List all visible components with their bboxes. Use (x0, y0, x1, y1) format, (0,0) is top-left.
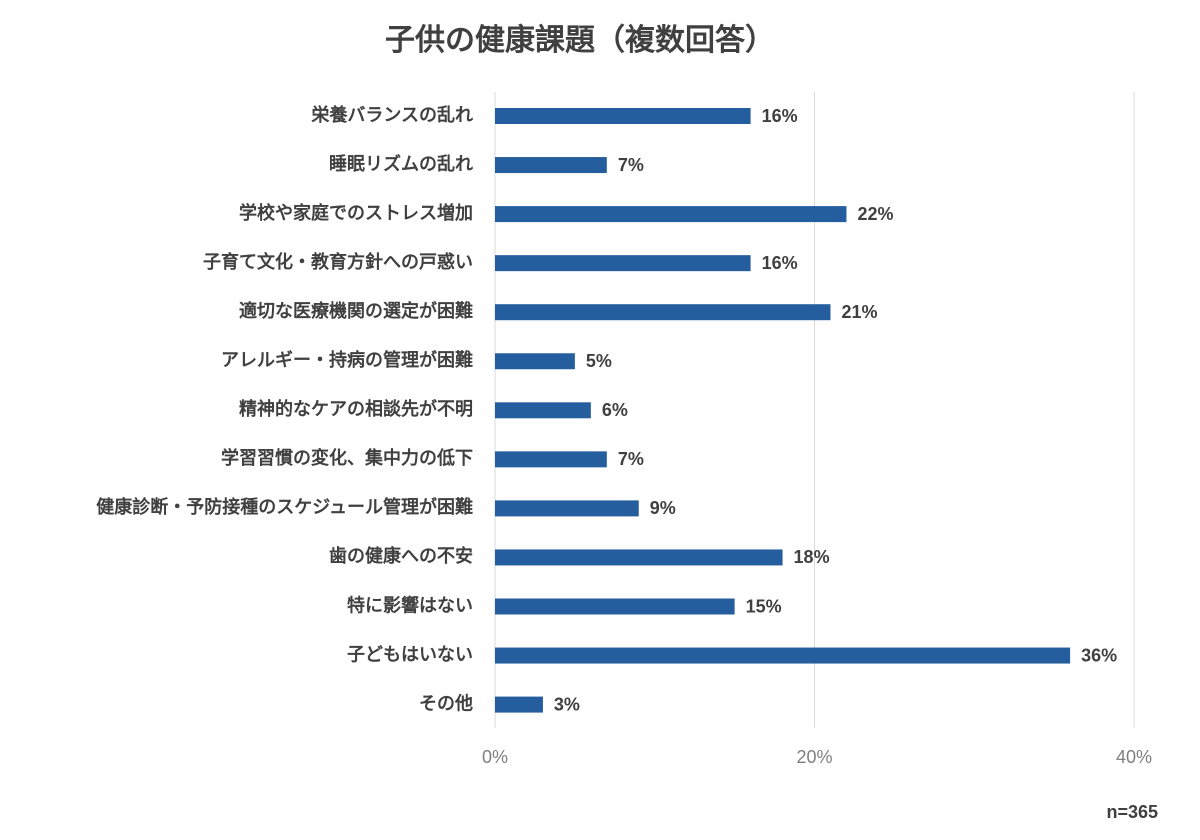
x-tick-label: 40% (1116, 747, 1152, 767)
category-label: 特に影響はない (347, 594, 473, 615)
value-label: 7% (618, 155, 644, 175)
category-label: その他 (419, 692, 473, 713)
value-label: 36% (1081, 645, 1117, 665)
category-label: アレルギー・持病の管理が困難 (221, 349, 473, 370)
value-label: 9% (650, 498, 676, 518)
bar (495, 353, 575, 370)
category-label: 歯の健康への不安 (329, 545, 473, 566)
bar (495, 255, 751, 272)
value-label: 5% (586, 351, 612, 371)
category-label: 適切な医療機関の選定が困難 (239, 300, 473, 321)
bar (495, 157, 607, 174)
value-label: 16% (762, 253, 798, 273)
bar (495, 647, 1071, 664)
bar (495, 598, 735, 615)
value-label: 15% (746, 596, 782, 616)
sample-size-note: n=365 (1106, 802, 1158, 822)
chart-title: 子供の健康課題（複数回答） (385, 23, 775, 57)
category-label: 睡眠リズムの乱れ (329, 153, 473, 174)
bar (495, 402, 591, 419)
bar (495, 696, 543, 713)
x-tick-label: 0% (482, 747, 508, 767)
bar (495, 206, 847, 223)
category-label: 栄養バランスの乱れ (310, 104, 473, 125)
category-label: 学校や家庭でのストレス増加 (239, 202, 473, 223)
category-label: 学習習慣の変化、集中力の低下 (221, 447, 473, 468)
bar (495, 549, 783, 566)
category-label: 子育て文化・教育方針への戸惑い (203, 251, 473, 272)
value-label: 7% (618, 449, 644, 469)
value-label: 18% (794, 547, 830, 567)
category-label: 健康診断・予防接種のスケジュール管理が困難 (96, 496, 473, 517)
bar (495, 304, 831, 321)
value-label: 16% (762, 106, 798, 126)
category-label: 精神的なケアの相談先が不明 (239, 398, 473, 419)
value-label: 6% (602, 400, 628, 420)
value-label: 21% (841, 302, 877, 322)
bar (495, 108, 751, 124)
x-tick-label: 20% (796, 747, 832, 767)
value-label: 22% (857, 204, 893, 224)
category-label: 子どもはいない (347, 644, 473, 664)
value-label: 3% (554, 694, 580, 714)
bar (495, 500, 639, 517)
bar (495, 451, 607, 468)
